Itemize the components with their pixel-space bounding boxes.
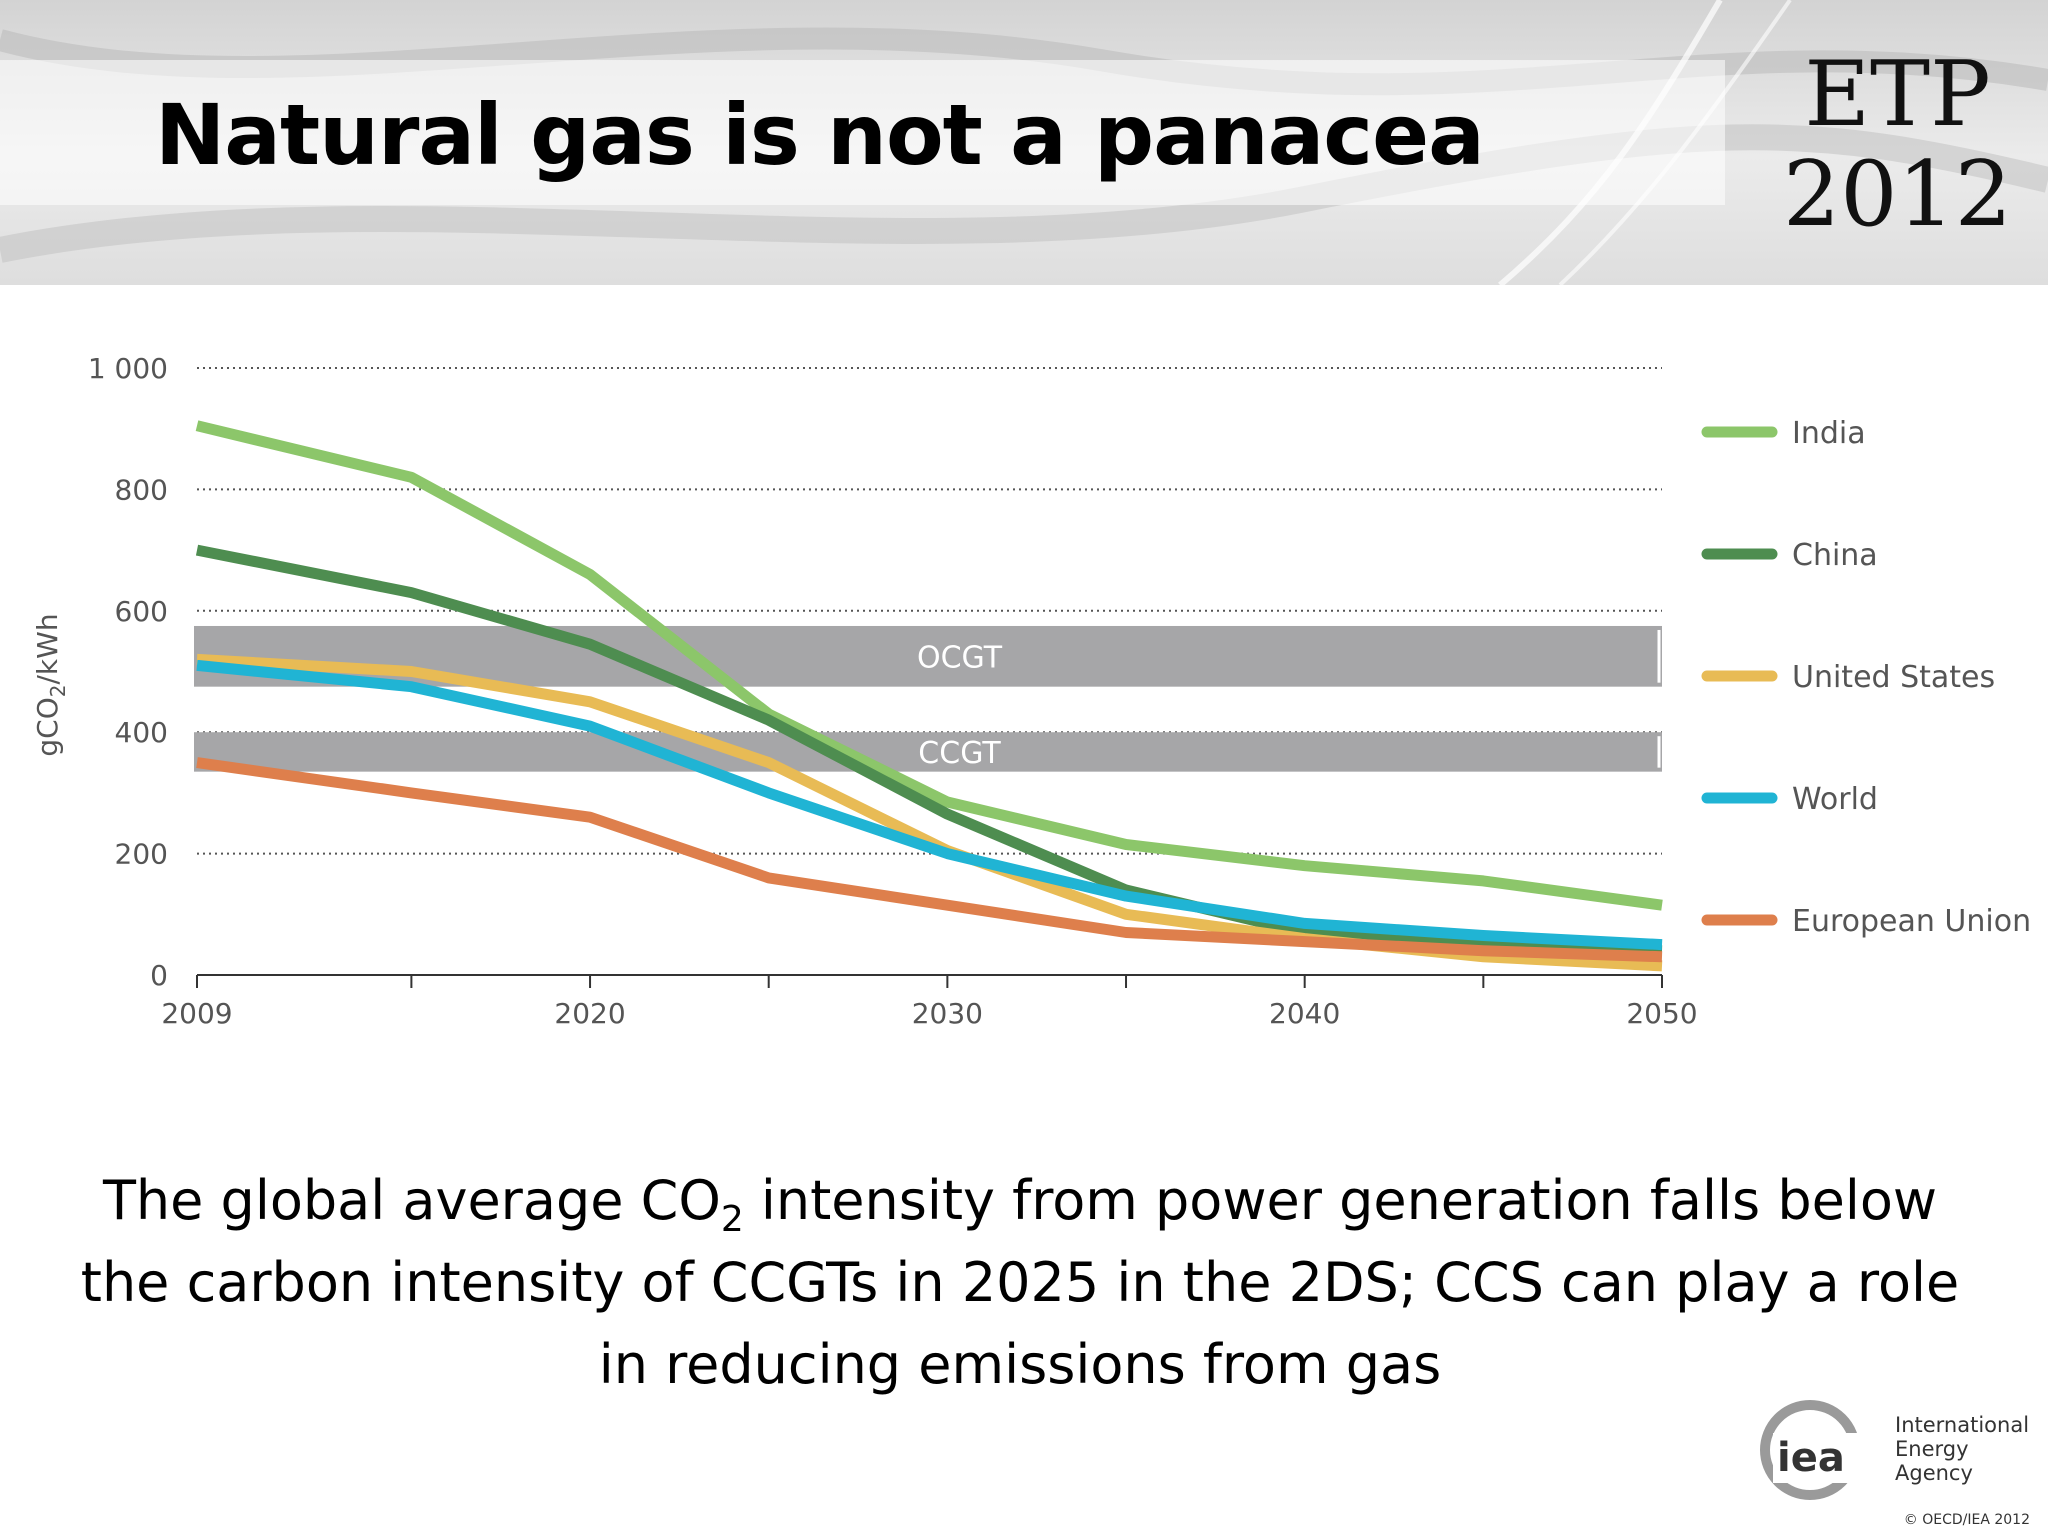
legend-label-india: India <box>1792 416 1866 451</box>
etp-logo-line2: 2012 <box>1782 142 2013 247</box>
x-tick-label: 2040 <box>1269 997 1340 1030</box>
legend-label-european-union: European Union <box>1792 904 2031 939</box>
y-tick-label: 400 <box>115 716 168 749</box>
iea-name-line2: Energy Agency <box>1895 1437 1973 1485</box>
etp-logo-line1: ETP <box>1804 42 1991 147</box>
reference-bands: OCGT CCGT <box>194 625 1662 772</box>
series-line-united-states <box>196 653 1663 972</box>
caption-subscript: 2 <box>720 1198 744 1240</box>
y-tick-label: 200 <box>115 838 168 871</box>
series-line-china <box>195 544 1663 957</box>
iea-name-line1: International <box>1895 1413 2030 1437</box>
caption-part1: The global average CO <box>102 1169 721 1232</box>
band-label-ccgt: CCGT <box>918 736 1001 771</box>
band-label-ocgt: OCGT <box>917 640 1003 675</box>
legend-label-china: China <box>1792 538 1878 573</box>
y-axis-title-tail: /kWh <box>31 613 64 684</box>
legend-label-world: World <box>1792 782 1878 817</box>
y-tick-label: 600 <box>115 595 168 628</box>
x-tick-label: 2020 <box>554 997 625 1030</box>
grid-layer <box>197 367 1662 855</box>
title-band <box>0 60 1725 205</box>
y-axis-title-main: gCO <box>31 697 64 756</box>
co2-intensity-chart: OCGT CCGT 0 200 400 600 800 1 000 2009 2020 2030 2… <box>31 352 2031 1030</box>
slide-title: Natural gas is not a panacea <box>155 86 1485 184</box>
copyright-notice: © OECD/IEA 2012 <box>1903 1512 2030 1528</box>
iea-mark: iea <box>1773 1433 1867 1483</box>
chart-legend: India China United States World European Uni… <box>1701 416 2031 939</box>
y-tick-label: 0 <box>150 959 168 992</box>
x-tick-label: 2050 <box>1626 997 1697 1030</box>
y-axis-title: gCO2/kWh <box>31 613 70 756</box>
x-tick-label: 2009 <box>161 997 232 1030</box>
y-tick-label: 1 000 <box>88 352 168 385</box>
series-line-india <box>195 420 1663 911</box>
series-line-european-union <box>196 757 1663 963</box>
iea-name: International Energy Agency <box>1895 1413 2045 1485</box>
etp-2012-logo: ETP 2012 <box>1775 45 2020 245</box>
y-tick-label: 800 <box>115 473 168 506</box>
tick-labels: 0 200 400 600 800 1 000 2009 2020 2030 2040 2050 <box>88 352 1698 1030</box>
band-ccgt <box>194 732 1662 772</box>
caption-part2: intensity from power generation falls be… <box>80 1169 1960 1396</box>
series-lines <box>195 420 1663 972</box>
slide-caption: The global average CO2 intensity from po… <box>60 1160 1980 1406</box>
iea-logo: iea International Energy Agency <box>1755 1395 2045 1520</box>
x-tick-label: 2030 <box>912 997 983 1030</box>
slide-header: Natural gas is not a panacea ETP 2012 <box>0 0 2048 285</box>
legend-label-united-states: United States <box>1792 660 1995 695</box>
x-axis <box>196 974 1663 988</box>
y-axis-title-sub: 2 <box>46 684 70 697</box>
series-line-world <box>196 659 1663 951</box>
